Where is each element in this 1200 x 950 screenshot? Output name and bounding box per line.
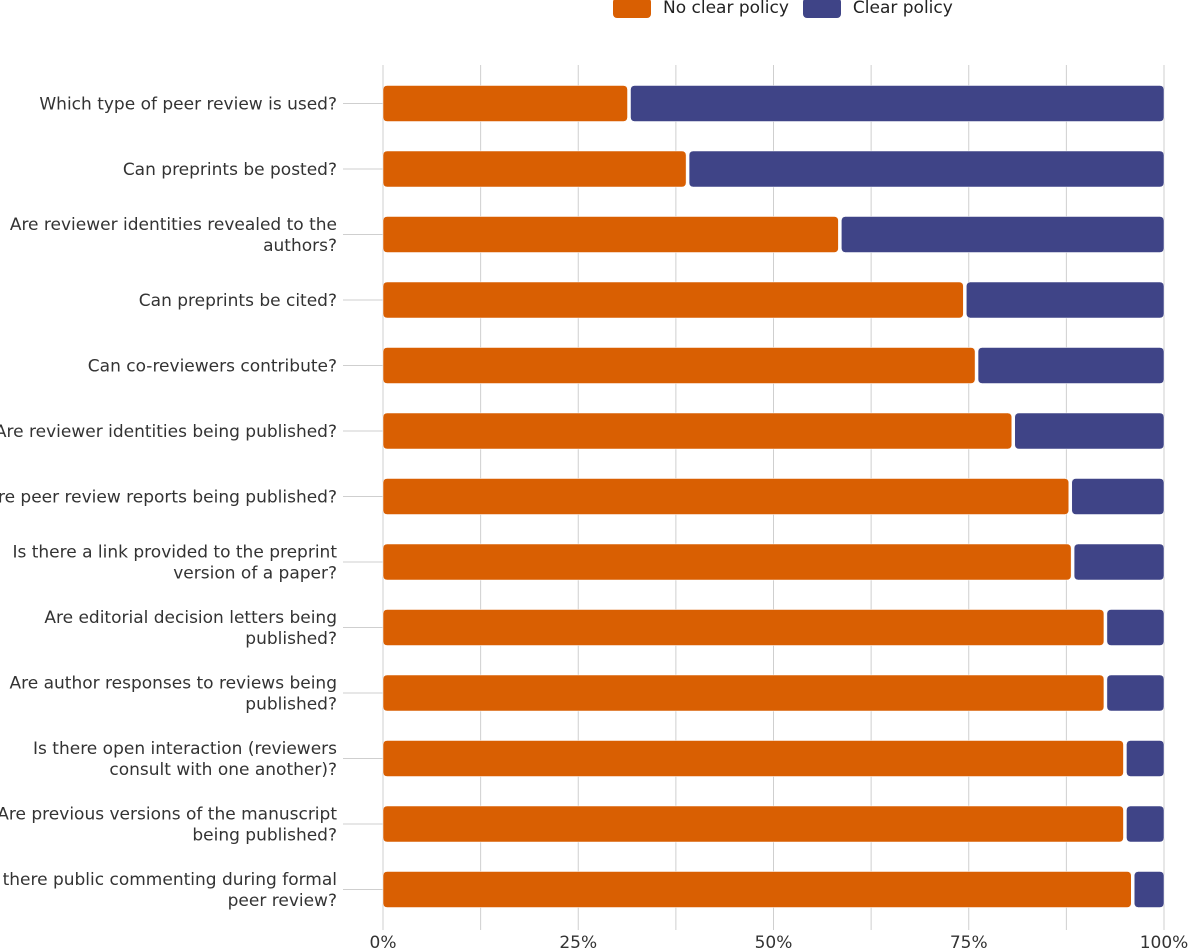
- category-label: Are reviewer identities revealed to the a…: [10, 215, 337, 256]
- bar-clear-policy: [1014, 412, 1165, 450]
- category-label-line: Are reviewer identities being published?: [0, 422, 337, 442]
- bar-no-clear-policy: [382, 674, 1105, 712]
- category-label-line: Is there open interaction (reviewers: [33, 739, 337, 759]
- legend-label-clear-policy: Clear policy: [852, 0, 953, 18]
- category-label-line: Are editorial decision letters being: [44, 608, 337, 628]
- bar-clear-policy: [1106, 674, 1165, 712]
- legend-item-no-clear-policy: No clear policy: [613, 0, 789, 18]
- bar-clear-policy: [841, 216, 1165, 253]
- x-tick-label: 25%: [559, 933, 597, 950]
- category-label: Are peer review reports being published?: [0, 488, 337, 508]
- category-label: Are author responses to reviews being pub…: [10, 674, 338, 715]
- bar-no-clear-policy: [382, 609, 1105, 646]
- category-label: Is there open interaction (reviewers cons…: [33, 739, 337, 780]
- bar-clear-policy: [630, 85, 1165, 122]
- bar-no-clear-policy: [382, 478, 1070, 515]
- bar-clear-policy: [1126, 740, 1165, 777]
- x-tick-label: 0%: [370, 933, 397, 950]
- category-label: Can preprints be posted?: [123, 160, 337, 180]
- bar-no-clear-policy: [382, 216, 839, 253]
- x-tick-label: 75%: [950, 933, 988, 950]
- category-label: Are reviewer identities being published?: [0, 422, 337, 442]
- category-label-line: published?: [245, 629, 337, 649]
- legend: No clear policy Clear policy: [613, 0, 967, 18]
- category-label-line: consult with one another)?: [109, 760, 337, 780]
- bar-no-clear-policy: [382, 543, 1072, 581]
- bar-no-clear-policy: [382, 281, 964, 319]
- legend-swatch-clear-policy: [802, 0, 841, 18]
- category-label-line: published?: [245, 695, 337, 715]
- category-label-line: version of a paper?: [173, 564, 337, 584]
- legend-item-clear-policy: Clear policy: [802, 0, 953, 18]
- legend-swatch-no-clear-policy: [613, 0, 651, 18]
- bar-no-clear-policy: [382, 871, 1132, 908]
- bar-clear-policy: [966, 281, 1165, 319]
- bar-clear-policy: [1126, 805, 1165, 843]
- category-label-line: Are peer review reports being published?: [0, 488, 337, 508]
- bar-clear-policy: [1071, 478, 1165, 515]
- bar-clear-policy: [1106, 609, 1165, 646]
- bar-clear-policy: [688, 150, 1165, 188]
- category-label: Can co-reviewers contribute?: [88, 357, 337, 377]
- category-label: Which type of peer review is used?: [39, 95, 337, 115]
- category-label-line: authors?: [263, 236, 337, 256]
- bar-no-clear-policy: [382, 85, 628, 122]
- x-tick-label: 100%: [1140, 933, 1189, 950]
- category-label-line: Is there public commenting during formal: [0, 870, 337, 890]
- bar-clear-policy: [1134, 871, 1165, 908]
- category-label-line: peer review?: [228, 891, 337, 911]
- category-label-line: Can co-reviewers contribute?: [88, 357, 337, 377]
- category-label: Is there public commenting during formal…: [0, 870, 337, 911]
- category-label: Can preprints be cited?: [139, 291, 337, 311]
- category-label-line: Are author responses to reviews being: [10, 674, 338, 694]
- category-label: Is there a link provided to the preprint…: [12, 543, 337, 584]
- bar-no-clear-policy: [382, 740, 1124, 777]
- bar-clear-policy: [977, 347, 1165, 384]
- bar-no-clear-policy: [382, 412, 1013, 450]
- category-label-line: Can preprints be cited?: [139, 291, 337, 311]
- category-label-line: Can preprints be posted?: [123, 160, 337, 180]
- category-label-line: Are reviewer identities revealed to the: [10, 215, 337, 235]
- legend-label-no-clear-policy: No clear policy: [663, 0, 789, 18]
- category-label-line: Which type of peer review is used?: [39, 95, 337, 115]
- category-label: Are editorial decision letters being publ…: [44, 608, 337, 649]
- bar-clear-policy: [1073, 543, 1165, 581]
- category-label-line: Is there a link provided to the preprint: [12, 543, 337, 563]
- category-label-line: being published?: [192, 826, 337, 846]
- bar-no-clear-policy: [382, 150, 687, 188]
- bar-no-clear-policy: [382, 347, 976, 384]
- category-label-line: Are previous versions of the manuscript: [0, 805, 337, 825]
- bar-no-clear-policy: [382, 805, 1124, 843]
- category-label: Are previous versions of the manuscript b…: [0, 805, 337, 846]
- x-tick-label: 50%: [755, 933, 793, 950]
